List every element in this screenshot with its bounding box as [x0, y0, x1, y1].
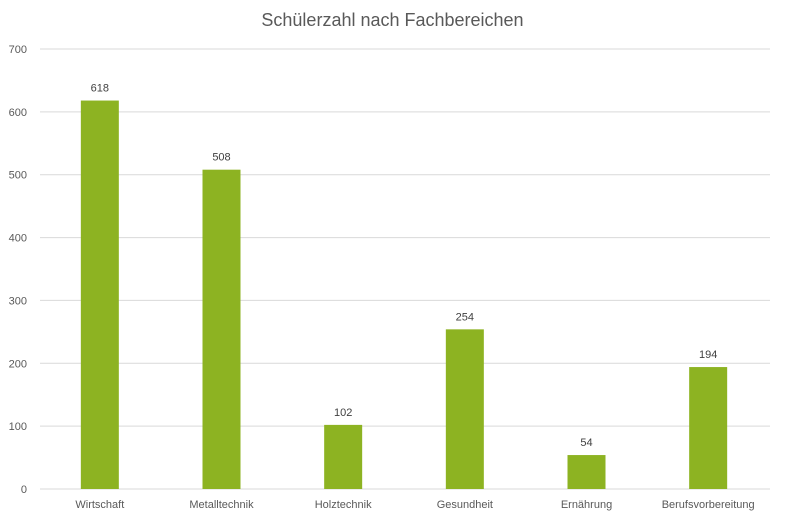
chart-title: Schülerzahl nach Fachbereichen [261, 10, 524, 30]
bars [80, 100, 728, 490]
y-tick-label: 300 [9, 295, 27, 307]
data-label: 54 [580, 437, 592, 449]
data-labels: 618 508 102 254 54 194 [91, 83, 718, 450]
x-axis: Wirtschaft Metalltechnik Holztechnik Gesund… [75, 499, 754, 511]
data-label: 254 [456, 311, 474, 323]
bar-ernährung [567, 455, 606, 489]
y-tick-label: 400 [9, 233, 27, 245]
x-tick-label: Gesundheit [437, 499, 493, 511]
x-tick-label: Holztechnik [315, 499, 372, 511]
x-tick-label: Metalltechnik [189, 499, 254, 511]
data-label: 618 [91, 83, 109, 95]
data-label: 508 [212, 152, 230, 164]
y-axis: 0 100 200 300 400 500 600 700 [9, 44, 27, 496]
bar-metalltechnik [202, 169, 241, 489]
x-tick-label: Ernährung [561, 499, 612, 511]
bar-berufsvorbereitung [689, 367, 728, 489]
x-tick-label: Wirtschaft [75, 499, 124, 511]
x-tick-label: Berufsvorbereitung [662, 499, 755, 511]
y-tick-label: 100 [9, 421, 27, 433]
y-tick-label: 600 [9, 107, 27, 119]
bar-holztechnik [324, 424, 363, 489]
data-label: 194 [699, 349, 717, 361]
y-tick-label: 500 [9, 170, 27, 182]
data-label: 102 [334, 407, 352, 419]
bar-gesundheit [445, 329, 484, 489]
y-tick-label: 0 [21, 484, 27, 496]
gridlines [40, 48, 770, 490]
y-tick-label: 200 [9, 358, 27, 370]
bar-wirtschaft [80, 100, 119, 490]
y-tick-label: 700 [9, 44, 27, 56]
